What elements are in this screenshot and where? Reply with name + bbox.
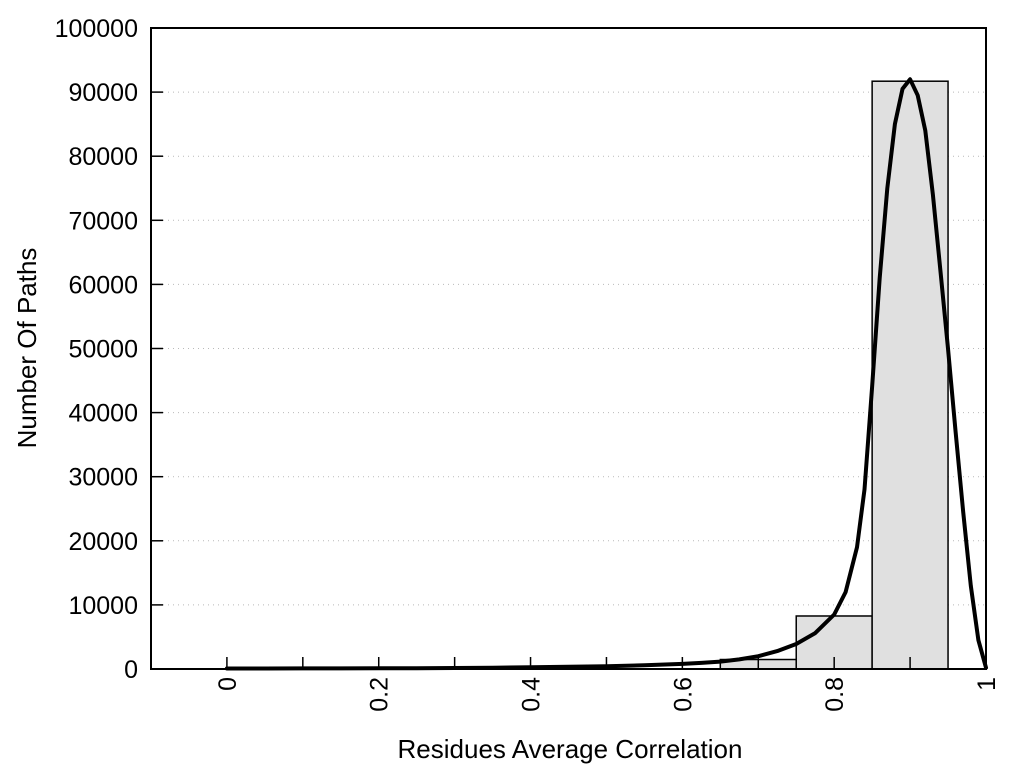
y-tick-label: 90000 [68, 79, 138, 107]
x-tick-label: 0.2 [366, 677, 394, 712]
histogram-bars-group [719, 80, 949, 670]
y-tick-label: 10000 [68, 592, 138, 620]
y-tick-label: 80000 [68, 143, 138, 171]
tick-labels-group: 0 10000 20000 30000 40000 50000 60000 70000 8000… [55, 15, 1001, 712]
y-tick-label: 60000 [68, 271, 138, 299]
y-tick-label: 30000 [68, 464, 138, 492]
y-tick-label: 0 [124, 656, 138, 684]
ticks-group [152, 91, 987, 668]
fit-curve-group [224, 77, 988, 671]
plot-frame-group [150, 27, 987, 670]
gridlines-group [163, 91, 984, 606]
y-tick-label: 100000 [55, 15, 138, 43]
x-tick-label: 0.8 [821, 677, 849, 712]
y-axis-title: Number Of Paths [12, 248, 42, 449]
y-tick-label: 20000 [68, 528, 138, 556]
y-tick-label: 70000 [68, 207, 138, 235]
x-tick-label: 0 [214, 677, 242, 691]
histogram-bar [871, 80, 949, 670]
x-axis-title: Residues Average Correlation [398, 734, 743, 764]
x-tick-label: 0.4 [518, 677, 546, 712]
y-tick-label: 40000 [68, 400, 138, 428]
x-tick-label: 0.6 [669, 677, 697, 712]
plot-border [150, 27, 987, 670]
fit-curve [224, 77, 988, 671]
y-tick-label: 50000 [68, 336, 138, 364]
x-tick-label: 1 [973, 677, 1001, 691]
